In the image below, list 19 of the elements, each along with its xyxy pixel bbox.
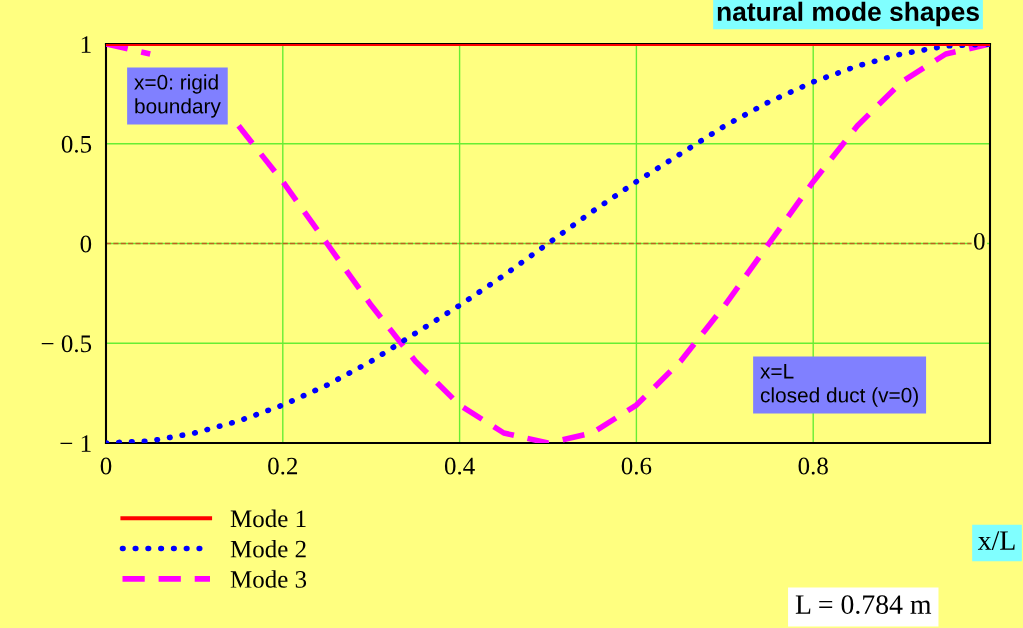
x-tick-label: 0 — [100, 457, 112, 475]
chart-title: natural mode shapes — [717, 1, 979, 27]
legend-label: Mode 3 — [230, 570, 307, 588]
text: L = 0.784 m — [795, 595, 932, 615]
x-tick-label: 0.6 — [621, 457, 652, 475]
y-tick-label: − 1 — [60, 435, 91, 452]
y-tick-label: 0 — [80, 235, 92, 253]
ref-line-label: 0 — [974, 232, 985, 250]
y-tick-label: 1 — [81, 36, 91, 53]
legend-label: Mode 2 — [230, 539, 306, 558]
x-tick-label: 0.2 — [268, 457, 298, 475]
annotation: x=0: rigid boundary — [134, 74, 221, 118]
x-tick-label: 0.8 — [798, 457, 828, 475]
annotation: x=L closed duct (v=0) — [760, 364, 918, 407]
y-tick-label: − 0.5 — [41, 335, 92, 353]
x-tick-label: 0.4 — [444, 457, 475, 475]
legend-label: Mode 1 — [230, 509, 306, 528]
y-tick-label: 0.5 — [61, 135, 92, 153]
x-axis-title: x/L — [977, 531, 1015, 550]
